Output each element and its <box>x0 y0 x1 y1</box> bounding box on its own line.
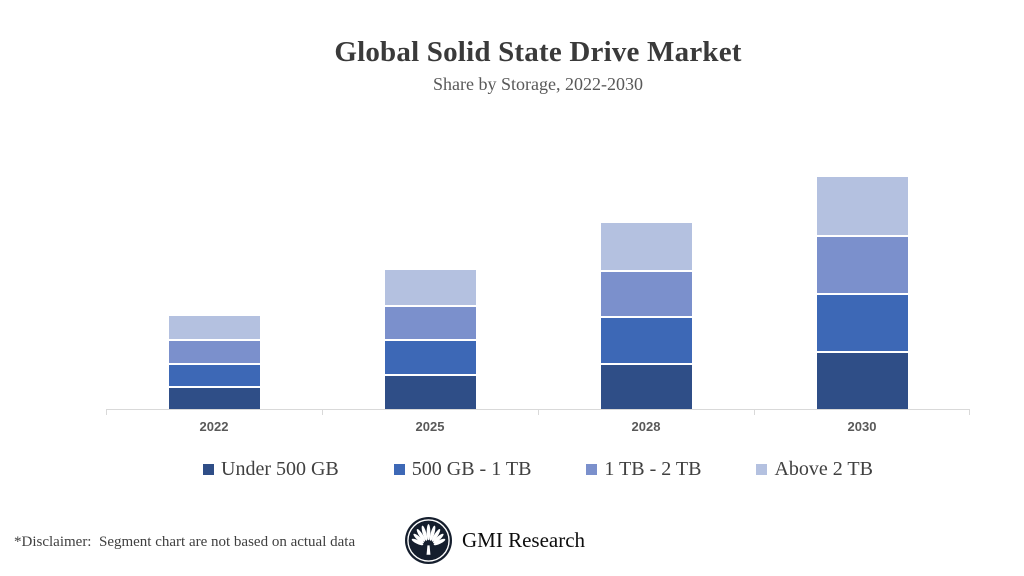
bar-2030 <box>816 177 908 409</box>
chart-subtitle: Share by Storage, 2022-2030 <box>433 74 643 94</box>
bar-2022 <box>168 316 260 409</box>
bar-segment-2022 <box>168 362 260 386</box>
bar-segment-2022 <box>168 316 260 340</box>
bar-segment-2025 <box>384 304 476 340</box>
bar-segment-2028 <box>600 269 692 317</box>
bar-2025 <box>384 269 476 409</box>
x-axis-label-2022: 2022 <box>199 419 229 434</box>
axis-tick <box>969 410 970 415</box>
bar-segment-2030 <box>816 293 908 351</box>
x-axis-label-2028: 2028 <box>631 419 661 434</box>
gmi-research-logo-icon <box>405 517 452 564</box>
bar-segment-2028 <box>600 316 692 363</box>
legend-label: Above 2 TB <box>774 458 873 480</box>
legend-item-above-2tb: Above 2 TB <box>756 456 873 482</box>
chart-header: Global Solid State Drive Market Share by… <box>52 36 1024 95</box>
legend: Under 500 GB 500 GB - 1 TB 1 TB - 2 TB A… <box>106 456 970 482</box>
bar-segment-2030 <box>816 177 908 235</box>
brand-footer: GMI Research <box>405 517 585 564</box>
bar-segment-2030 <box>816 235 908 293</box>
legend-swatch-icon <box>756 464 768 475</box>
chart-title: Global Solid State Drive Market <box>334 36 742 68</box>
legend-swatch-icon <box>203 464 214 475</box>
bar-segment-2022 <box>168 385 260 409</box>
bar-segment-2028 <box>600 223 692 270</box>
legend-item-500gb-1tb: 500 GB - 1 TB <box>393 456 532 482</box>
legend-swatch-icon <box>586 464 598 475</box>
legend-item-1tb-2tb: 1 TB - 2 TB <box>586 456 701 482</box>
legend-label: Under 500 GB <box>221 458 339 480</box>
brand-name: GMI Research <box>462 528 586 552</box>
x-axis-label-2025: 2025 <box>415 419 445 434</box>
bar-segment-2028 <box>600 362 692 409</box>
x-axis-labels: 2022 2025 2028 2030 <box>106 419 970 434</box>
axis-tick <box>754 410 755 415</box>
axis-tick <box>538 410 539 415</box>
x-axis-label-2030: 2030 <box>847 419 877 434</box>
axis-tick <box>106 410 107 415</box>
x-axis-line <box>106 409 970 415</box>
legend-item-under-500gb: Under 500 GB <box>203 456 339 482</box>
disclaimer-text: *Disclaimer: Segment chart are not based… <box>14 534 356 550</box>
legend-swatch-icon <box>393 464 405 475</box>
bar-segment-2030 <box>816 351 908 409</box>
bar-segment-2025 <box>384 269 476 305</box>
plot-area <box>106 160 970 409</box>
axis-tick <box>322 410 323 415</box>
legend-label: 1 TB - 2 TB <box>604 458 702 480</box>
bar-segment-2025 <box>384 374 476 409</box>
legend-label: 500 GB - 1 TB <box>411 458 532 480</box>
bar-2028 <box>600 223 692 409</box>
bar-segment-2025 <box>384 339 476 375</box>
bar-segment-2022 <box>168 339 260 363</box>
